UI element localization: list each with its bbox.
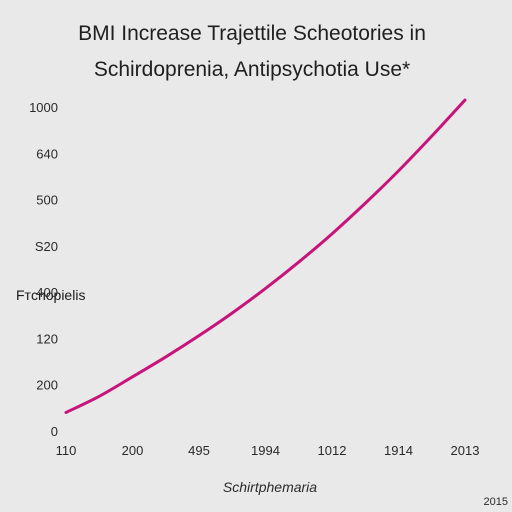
chart-title-line-1: BMI Increase Trajettile Scheotories in <box>78 22 426 45</box>
y-tick-label: 640 <box>36 146 58 161</box>
x-tick-label: 2013 <box>451 443 480 458</box>
series-line <box>64 98 467 414</box>
x-tick-label: 110 <box>56 443 77 458</box>
x-axis-label: Schirtphemaria <box>223 479 317 495</box>
x-tick-label: 1994 <box>251 443 280 458</box>
x-tick-label: 200 <box>122 443 144 458</box>
series-layer <box>64 98 467 414</box>
x-tick-label: 1914 <box>384 443 413 458</box>
y-tick-label: 1000 <box>29 100 58 115</box>
corner-label: 2015 <box>484 496 508 508</box>
x-tick-label: 1012 <box>318 443 347 458</box>
y-tick-label: S20 <box>35 239 58 254</box>
y-axis-label: Fтcnopielis <box>16 287 85 303</box>
y-tick-label: 200 <box>36 378 58 393</box>
x-tick-labels: 110 200 495 1994 1012 1914 2013 <box>56 443 480 458</box>
y-tick-label: 500 <box>36 193 58 208</box>
y-tick-label: 0 <box>51 424 58 439</box>
chart-title-line-2: Schirdoprenia, Antipsychotia Use* <box>94 58 410 81</box>
x-tick-label: 495 <box>188 443 210 458</box>
y-tick-label: 400 <box>36 285 58 300</box>
y-tick-labels: 0 200 120 400 S20 500 640 1000 <box>29 100 58 439</box>
y-tick-label: 120 <box>36 331 58 346</box>
